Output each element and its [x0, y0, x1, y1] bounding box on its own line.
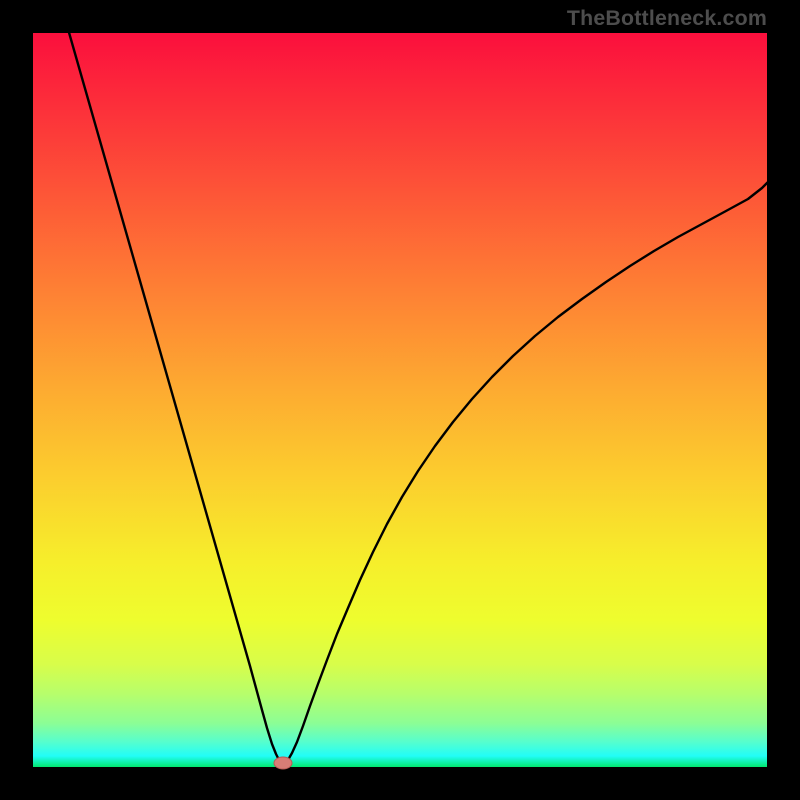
minimum-marker	[274, 757, 292, 769]
watermark-text: TheBottleneck.com	[567, 6, 767, 31]
plot-background-gradient	[33, 33, 767, 767]
chart-svg	[0, 0, 800, 800]
